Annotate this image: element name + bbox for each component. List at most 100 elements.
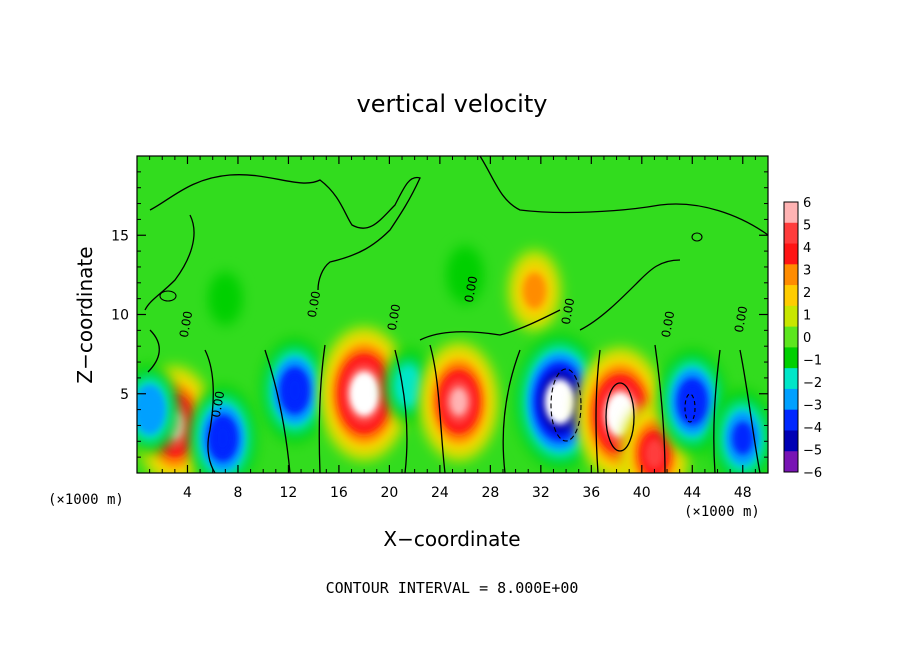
zero-contour-line: [429, 344, 446, 473]
x-tick-label: 4: [183, 485, 192, 501]
contour-label: 0.00: [305, 290, 323, 319]
velocity-features: [137, 245, 768, 473]
zero-contour-line: [144, 214, 195, 311]
colorbar-swatch: [784, 451, 798, 473]
colorbar-label: 2: [803, 286, 811, 301]
colorbar-label: 4: [803, 241, 811, 256]
colorbar-swatch: [784, 326, 798, 348]
colorbar-label: −6: [803, 466, 822, 481]
colorbar-label: 3: [803, 264, 811, 279]
contour-interval-text: CONTOUR INTERVAL = 8.000E+00: [326, 579, 579, 597]
contour-label: 0.00: [385, 303, 403, 332]
zero-contour-line: [713, 349, 721, 473]
colorbar-label: 0: [803, 331, 811, 346]
feature-level: [449, 387, 469, 417]
negative-contour-line: [550, 368, 582, 442]
colorbar-swatch: [784, 409, 798, 431]
x-unit-left: (×1000 m): [48, 492, 124, 508]
feature-level: [454, 256, 477, 293]
x-tick-label: 24: [431, 485, 449, 501]
negative-contour-line: [684, 393, 696, 423]
contour-label: 0.00: [209, 390, 227, 419]
velocity-feature: [420, 342, 498, 461]
colorbar-frame: [783, 201, 799, 473]
y-axis-label: Z−coordinate: [73, 246, 97, 383]
x-tick-label: 32: [532, 485, 550, 501]
x-tick-label: 48: [734, 485, 752, 501]
zero-contour-line: [149, 174, 421, 291]
colorbar-swatch: [784, 222, 798, 245]
feature-level: [550, 387, 569, 416]
zero-contour-line: [739, 349, 761, 473]
velocity-feature: [621, 402, 688, 473]
colorbar-swatch: [784, 430, 798, 452]
colorbar: 6 5 4 3 2 1 0 −1 −2 −3 −4 −5 −6: [783, 196, 822, 481]
feature-level: [682, 386, 702, 417]
contour-label: 0.00: [659, 310, 677, 339]
velocity-feature: [261, 338, 329, 443]
colorbar-swatch: [784, 202, 798, 224]
zero-contour-line: [605, 382, 635, 452]
velocity-feature: [320, 326, 408, 461]
velocity-feature: [137, 365, 178, 454]
zero-contour-line: [419, 309, 561, 341]
feature-level: [732, 421, 754, 455]
zero-contour-line: [502, 349, 521, 473]
zero-contour-line: [394, 349, 408, 473]
zero-contour-line: [204, 349, 216, 473]
feature-level: [215, 282, 236, 316]
contour-labels: 0.00 0.00 0.00 0.00 0.00 0.00 0.00 0.00: [177, 275, 750, 419]
contour-label: 0.00: [732, 305, 750, 334]
velocity-feature: [508, 250, 561, 332]
x-tick-label: 16: [330, 485, 348, 501]
colorbar-swatch: [784, 264, 798, 286]
zero-contour-line: [159, 290, 177, 302]
feature-level: [398, 369, 419, 403]
zero-contour-line: [579, 259, 681, 331]
zero-contour-line: [479, 156, 768, 236]
velocity-feature: [189, 386, 257, 473]
x-tick-label: 28: [481, 485, 499, 501]
velocity-feature: [711, 390, 768, 473]
feature-level: [285, 375, 305, 406]
colorbar-label: 6: [803, 196, 811, 211]
feature-level: [139, 394, 160, 425]
colorbar-label: −4: [803, 421, 822, 436]
zero-contour-line: [147, 329, 160, 373]
x-tick-label: 44: [683, 485, 701, 501]
colorbar-swatch: [784, 243, 798, 265]
velocity-feature: [658, 349, 726, 454]
contour-label: 0.00: [559, 297, 577, 326]
contour-label: 0.00: [462, 275, 480, 304]
zero-contour-line: [264, 349, 291, 473]
colorbar-swatch: [784, 347, 798, 369]
zero-contour-line: [691, 232, 703, 242]
feature-level: [644, 439, 664, 469]
y-tick-label: 5: [120, 387, 129, 403]
chart-title: vertical velocity: [357, 90, 548, 118]
colorbar-label: −2: [803, 376, 822, 391]
x-tick-label: 40: [633, 485, 651, 501]
colorbar-label: −3: [803, 399, 822, 414]
y-tick-label: 10: [111, 308, 129, 324]
x-tick-label: 20: [380, 485, 398, 501]
colorbar-swatch: [784, 305, 798, 328]
velocity-feature: [209, 271, 242, 326]
x-axis: 4 8 12 16 20 24 28 32 36 40 44 48: [149, 156, 756, 501]
x-unit-right: (×1000 m): [684, 504, 760, 520]
x-tick-label: 36: [582, 485, 600, 501]
feature-level: [611, 400, 630, 429]
colorbar-swatch: [784, 388, 798, 411]
colorbar-swatch: [784, 368, 798, 390]
zero-contours: [144, 156, 768, 473]
contour-label: 0.00: [177, 310, 195, 339]
zero-contour-line: [595, 349, 601, 473]
x-axis-label: X−coordinate: [383, 527, 520, 551]
zero-contour-line: [318, 344, 326, 473]
feature-level: [213, 423, 233, 453]
colorbar-label: −5: [803, 444, 822, 459]
colorbar-swatch: [784, 285, 798, 307]
colorbar-label: −1: [803, 354, 822, 369]
colorbar-label: 5: [803, 219, 811, 234]
